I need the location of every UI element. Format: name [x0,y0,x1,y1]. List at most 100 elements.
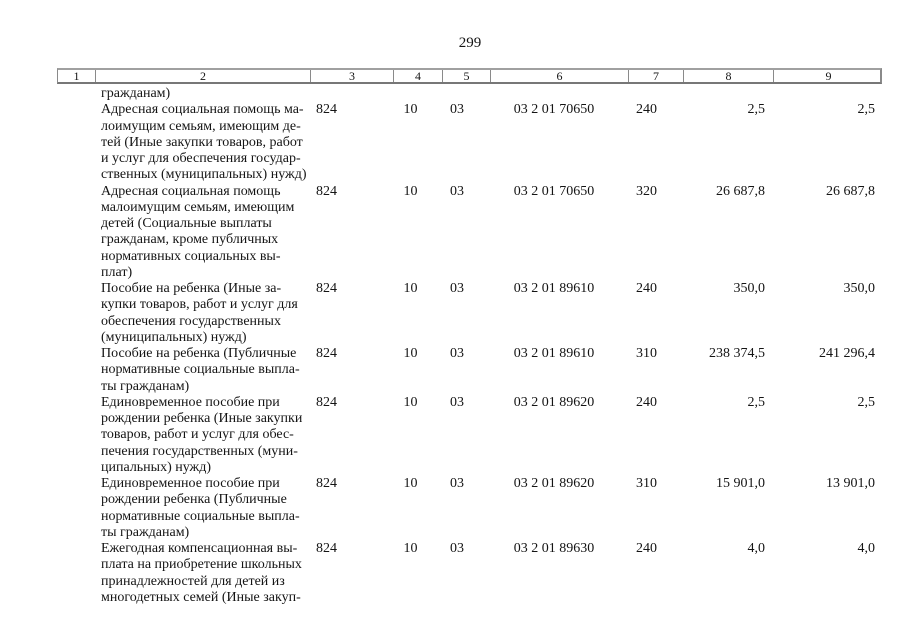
text-line: Единовременное пособие при [101,394,280,410]
table-row: Адресная социальная помощь ма-лоимущим с… [58,102,882,183]
target-article-code-cell: 03 2 01 89630 [513,541,595,556]
text-line: ты гражданам) [101,378,190,394]
amount-col9-cell: 26 687,8 [826,183,875,199]
text-line: товаров, работ и услуг для обес- [101,427,294,443]
expense-type-code-cell: 240 [636,102,657,118]
subsection-code-cell: 03 [450,476,464,491]
header-col-8: 8 [683,70,773,82]
text-line: обеспечения государственных [101,313,281,329]
grbs-code-cell: 824 [316,476,337,491]
header-col-2: 2 [95,70,310,82]
subsection-code-cell: 03 [450,281,464,296]
expense-type-code-cell: 240 [636,394,657,410]
text-line: ственных (муниципальных) нужд) [101,167,307,183]
table-row: Пособие на ребенка (Публичные нормативные… [58,346,882,395]
text-line: (муниципальных) нужд) [101,329,247,345]
text-line: Адресная социальная помощь ма- [101,102,304,118]
section-code-cell: 10 [403,102,418,118]
text-line: Пособие на ребенка (Публичные [101,346,297,361]
row-name-cell: Адресная социальная помощь малоимущим сем… [95,184,310,282]
grbs-code-cell: 824 [316,541,337,556]
table-row: Пособие на ребенка (Иные за-купки товаро… [58,281,882,346]
text-line: купки товаров, работ и услуг для [101,297,298,313]
target-article-code-cell: 03 2 01 89620 [513,394,595,410]
subsection-code-cell: 03 [450,346,464,361]
row-name-cell: Адресная социальная помощь ма-лоимущим с… [95,102,310,183]
text-line: гражданам) [101,86,171,101]
table-row: Адресная социальная помощь малоимущим сем… [58,184,882,282]
header-col-3: 3 [310,70,393,82]
expense-type-code-cell: 320 [636,183,657,199]
text-line: тей (Иные закупки товаров, работ [101,134,303,150]
text-line: и услуг для обеспечения государ- [101,151,301,166]
target-article-code-cell: 03 2 01 89620 [513,476,595,491]
header-col-5: 5 [442,70,490,82]
text-line: Пособие на ребенка (Иные за- [101,281,282,296]
row-name-cell: гражданам) [95,86,310,102]
table-row: Единовременное пособие при рождении ребен… [58,395,882,476]
section-code-cell: 10 [403,541,418,556]
text-line: лоимущим семьям, имеющим де- [101,118,301,134]
text-line: плат) [101,264,133,280]
target-article-code-cell: 03 2 01 70650 [513,183,595,199]
grbs-code-cell: 824 [316,281,337,296]
section-code-cell: 10 [403,346,418,361]
expense-type-code-cell: 240 [636,541,657,556]
amount-col9-cell: 350,0 [843,281,876,296]
text-line: многодетных семей (Иные закуп- [101,589,301,605]
row-name-cell: Единовременное пособие при рождении ребен… [95,476,310,541]
header-col-7: 7 [628,70,683,82]
page-number: 299 [458,35,482,51]
target-article-code-cell: 03 2 01 89610 [513,281,595,296]
text-line: рождении ребенка (Публичные [101,492,287,508]
text-line: Ежегодная компенсационная вы- [101,541,298,556]
amount-col8-cell: 350,0 [733,281,766,296]
expense-type-code-cell: 310 [636,476,657,491]
text-line: малоимущим семьям, имеющим [101,199,295,215]
target-article-code-cell: 03 2 01 70650 [513,102,595,118]
subsection-code-cell: 03 [450,541,464,556]
row-name-cell: Ежегодная компенсационная вы-плата на пр… [95,541,310,606]
header-col-6: 6 [490,70,628,82]
subsection-code-cell: 03 [450,102,464,118]
text-line: принадлежностей для детей из [101,573,285,589]
text-line: нормативные социальные выпла- [101,508,300,524]
text-line: нормативных социальных вы- [101,248,281,264]
text-line: детей (Социальные выплаты [101,216,272,231]
section-code-cell: 10 [403,183,418,199]
section-code-cell: 10 [403,476,418,491]
text-line: нормативные социальные выпла- [101,362,300,378]
subsection-code-cell: 03 [450,394,464,410]
amount-col9-cell: 4,0 [857,541,876,556]
text-line: рождении ребенка (Иные закупки [101,411,303,426]
table-body: гражданам) Адресная социальная помощь ма-… [58,86,882,606]
section-code-cell: 10 [403,281,418,296]
row-name-cell: Пособие на ребенка (Публичные нормативные… [95,346,310,395]
grbs-code-cell: 824 [316,102,337,118]
text-line: гражданам, кроме публичных [101,232,279,248]
text-line: Адресная социальная помощь [101,183,281,199]
expense-type-code-cell: 240 [636,281,657,296]
amount-col8-cell: 26 687,8 [716,183,765,199]
amount-col9-cell: 2,5 [857,102,876,118]
amount-col8-cell: 2,5 [747,394,766,410]
grbs-code-cell: 824 [316,183,337,199]
amount-col9-cell: 2,5 [857,394,876,410]
text-line: Единовременное пособие при [101,476,280,491]
amount-col8-cell: 238 374,5 [709,346,765,361]
amount-col8-cell: 2,5 [747,102,766,118]
section-code-cell: 10 [403,394,418,410]
header-col-1: 1 [73,70,80,82]
row-name-cell: Пособие на ребенка (Иные за-купки товаро… [95,281,310,346]
amount-col9-cell: 13 901,0 [826,476,875,491]
expense-type-code-cell: 310 [636,346,657,361]
header-col-4: 4 [393,70,442,82]
text-line: ты гражданам) [101,524,190,540]
table-row: Единовременное пособие при рождении ребен… [58,476,882,541]
amount-col8-cell: 4,0 [747,541,766,556]
table-row: Ежегодная компенсационная вы-плата на пр… [58,541,882,606]
row-name-cell: Единовременное пособие при рождении ребен… [95,395,310,476]
amount-col9-cell: 241 296,4 [819,346,875,361]
grbs-code-cell: 824 [316,394,337,410]
